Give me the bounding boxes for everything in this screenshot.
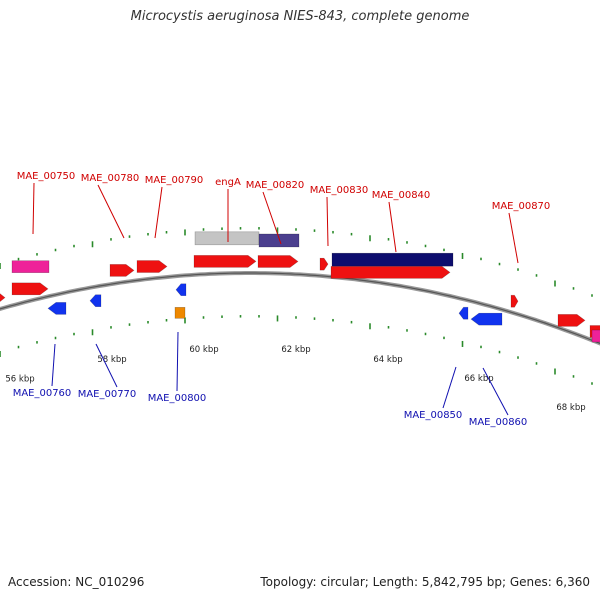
forward-cds-arrow [136,260,168,273]
label-leader-line [32,182,35,235]
label-leader-line [262,191,282,245]
forward-cds-arrow [557,314,586,327]
scale-label: 56 kbp [5,374,34,384]
label-leader-line [442,366,457,409]
reverse-cds-arrow [470,312,503,326]
label-leader-line [326,196,329,247]
rrna-feature [11,260,50,274]
label-leader-line [388,201,397,253]
gene-label-reverse: MAE_00860 [469,417,528,428]
forward-cds-arrow [11,282,49,296]
label-leader-line [508,212,519,264]
forward-cds-arrow [0,293,6,303]
forward-cds-arrow [257,255,299,268]
forward-cds-arrow [319,257,329,271]
forward-cds-arrow [330,266,451,279]
forward-cds-arrow [193,255,257,268]
gene-label-reverse: MAE_00770 [78,389,137,400]
map-title: Microcystis aeruginosa NIES-843, complet… [130,9,470,24]
rrna-feature [591,329,600,343]
label-leader-line [482,367,509,416]
scale-label: 58 kbp [97,355,126,365]
gene-label-reverse: MAE_00760 [13,388,72,399]
gene-label-forward: MAE_00840 [372,190,431,201]
label-leader-line [154,186,163,239]
reverse-cds-arrow [89,294,102,308]
trna-feature [174,307,186,319]
scale-label: 68 kbp [556,403,585,413]
gene-label-forward: MAE_00830 [310,185,369,196]
gene-label-forward: MAE_00750 [17,171,76,182]
label-leader-line [176,331,179,392]
scale-label: 60 kbp [189,345,218,355]
misc-feature [331,252,454,267]
genome-backbone [0,271,600,346]
genome-backbone-edge [0,272,600,345]
misc-feature [194,231,260,246]
label-leader-line [95,343,118,388]
gene-label-forward: MAE_00790 [145,175,204,186]
scale-label: 62 kbp [281,345,310,355]
gene-label-forward: engA [215,177,241,188]
gene-label-reverse: MAE_00800 [148,393,207,404]
accession-text: Accession: NC_010296 [8,575,145,589]
gene-label-reverse: MAE_00850 [404,410,463,421]
forward-cds-arrow [510,294,519,308]
reverse-cds-arrow [47,302,67,315]
misc-feature [258,233,300,248]
gene-label-forward: MAE_00780 [81,173,140,184]
reverse-cds-arrow [175,283,187,297]
reverse-cds-arrow [458,306,469,320]
gene-label-forward: MAE_00820 [246,180,305,191]
label-leader-line [51,343,56,387]
scale-label: 66 kbp [464,374,493,384]
topology-text: Topology: circular; Length: 5,842,795 bp… [260,575,590,589]
forward-cds-arrow [109,264,135,277]
label-leader-line [97,184,125,239]
gene-label-forward: MAE_00870 [492,201,551,212]
scale-label: 64 kbp [373,355,402,365]
